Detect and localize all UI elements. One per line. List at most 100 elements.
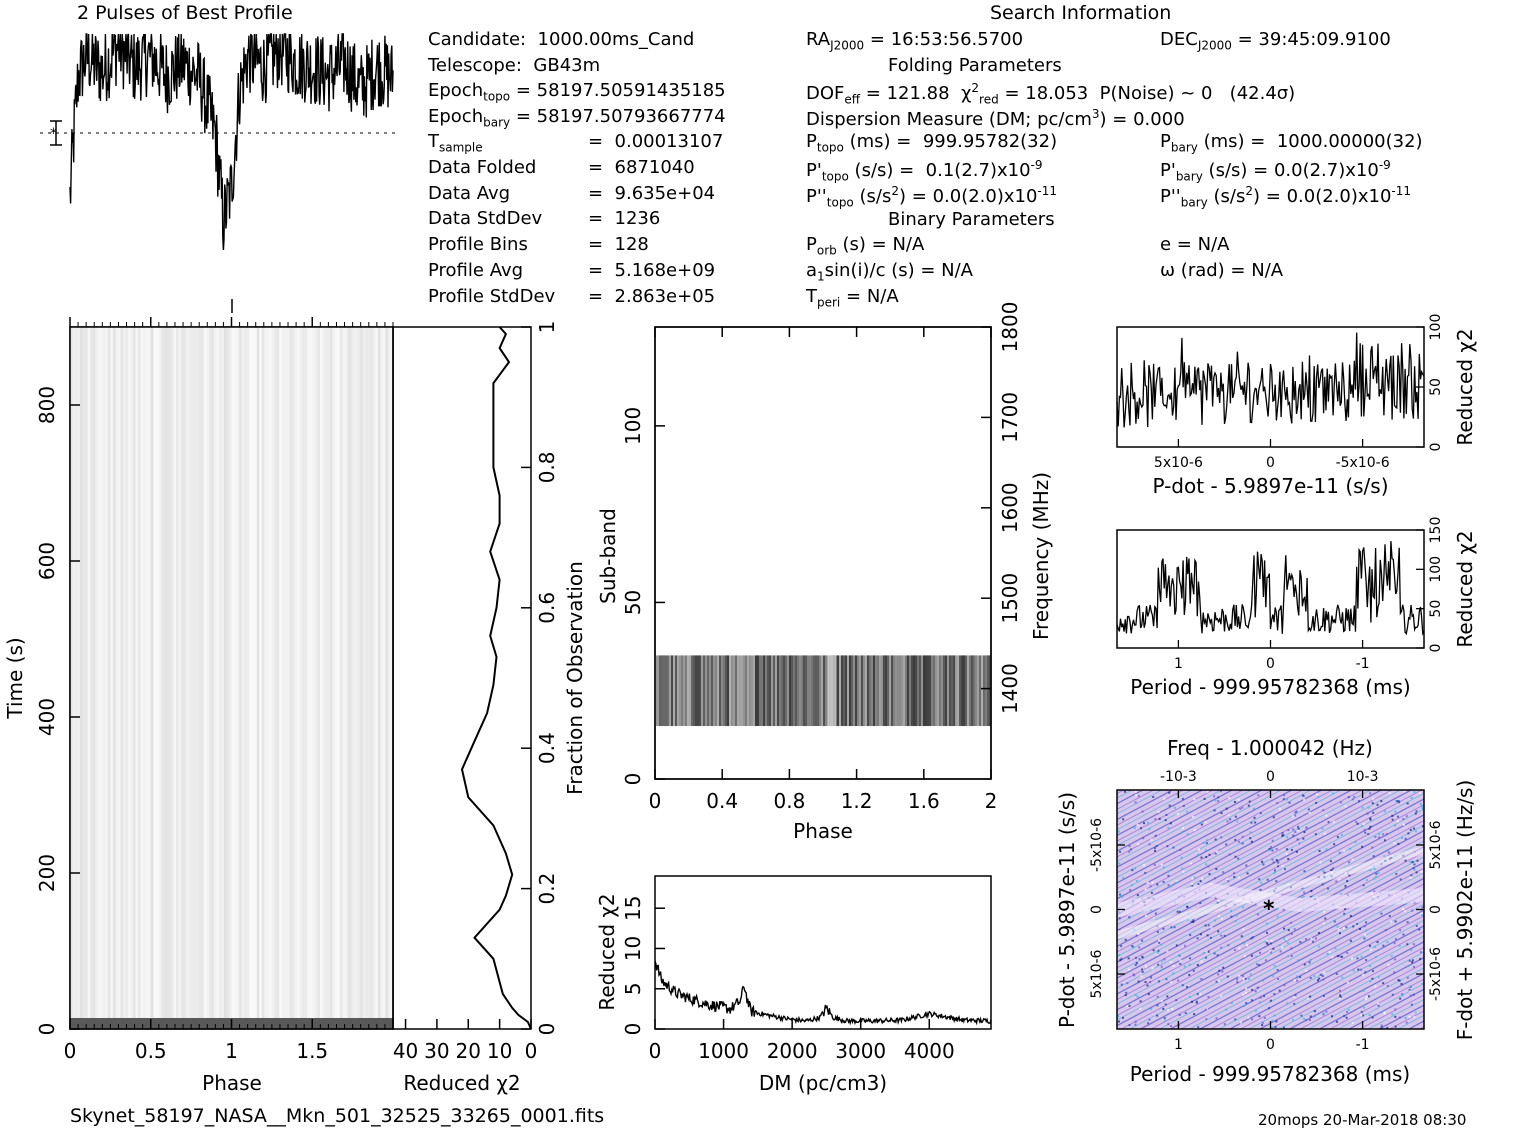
heatmap-speckle bbox=[1227, 880, 1230, 883]
heatmap-speckle bbox=[1150, 1007, 1153, 1010]
heatmap-speckle bbox=[1140, 975, 1143, 978]
heatmap-speckle bbox=[1118, 894, 1121, 897]
heatmap-speckle bbox=[1166, 950, 1169, 953]
chi2-frac-ylabel: Fraction of Observation bbox=[563, 561, 587, 795]
heatmap-speckle bbox=[1242, 993, 1245, 996]
info-data-folded: Data Folded bbox=[428, 157, 537, 178]
heatmap-speckle bbox=[1369, 948, 1372, 951]
heatmap-speckle bbox=[1380, 800, 1383, 803]
time-phase-column bbox=[208, 327, 212, 1018]
chi2-frac-ytick-label: 0.6 bbox=[535, 592, 559, 624]
period-chi2-line bbox=[1116, 540, 1425, 636]
heatmap-speckle bbox=[1188, 963, 1191, 966]
subband-column bbox=[751, 655, 754, 727]
heatmap-speckle bbox=[1141, 939, 1144, 942]
heatmap-speckle bbox=[1245, 987, 1248, 990]
heatmap-speckle bbox=[1288, 801, 1291, 804]
small-xtick-label: 0 bbox=[1266, 656, 1275, 672]
subband-column bbox=[889, 655, 892, 727]
heatmap-speckle bbox=[1296, 825, 1299, 828]
time-phase-column bbox=[87, 327, 91, 1018]
heatmap-speckle bbox=[1388, 914, 1391, 917]
heatmap-speckle bbox=[1384, 929, 1387, 932]
heatmap-speckle bbox=[1309, 896, 1312, 899]
heatmap-speckle bbox=[1134, 1020, 1137, 1023]
heatmap-speckle bbox=[1281, 864, 1284, 867]
subband-column bbox=[983, 655, 986, 727]
heatmap-speckle bbox=[1275, 907, 1278, 910]
heatmap-speckle bbox=[1120, 983, 1123, 986]
heatmap-speckle bbox=[1255, 955, 1258, 958]
heatmap-speckle bbox=[1233, 876, 1236, 879]
heatmap-speckle bbox=[1373, 868, 1376, 871]
heatmap-speckle bbox=[1217, 899, 1220, 902]
freq-ylabel: Frequency (MHz) bbox=[1029, 472, 1053, 640]
heatmap-speckle bbox=[1396, 800, 1399, 803]
heatmap-speckle bbox=[1143, 864, 1146, 867]
heatmap-speckle bbox=[1168, 791, 1171, 794]
heatmap-speckle bbox=[1345, 1016, 1348, 1019]
heatmap-speckle bbox=[1413, 863, 1416, 866]
heatmap-speckle bbox=[1373, 890, 1376, 893]
info-telescope: Telescope: GB43m bbox=[428, 55, 601, 76]
profile-line bbox=[69, 33, 394, 251]
heatmap-speckle bbox=[1201, 877, 1204, 880]
time-phase-column bbox=[82, 327, 86, 1018]
heatmap-speckle bbox=[1150, 838, 1153, 841]
time-phase-column bbox=[271, 327, 275, 1018]
time-phase-ytick-label: 400 bbox=[35, 698, 59, 736]
subband-column bbox=[717, 655, 720, 727]
ppd-xtick-label: 1 bbox=[1174, 1037, 1183, 1053]
heatmap-speckle bbox=[1226, 877, 1229, 880]
heatmap-speckle bbox=[1150, 909, 1153, 912]
heatmap-speckle bbox=[1346, 880, 1349, 883]
heatmap-speckle bbox=[1367, 806, 1370, 809]
subband-column bbox=[805, 655, 808, 727]
subband-column bbox=[975, 655, 978, 727]
info-epoch-bary: Epochbary = 58197.50793667774 bbox=[428, 106, 726, 130]
subband-ylabel: Sub-band bbox=[596, 508, 620, 604]
subband-column bbox=[865, 655, 868, 727]
time-phase-column bbox=[234, 327, 237, 1018]
heatmap-speckle bbox=[1140, 968, 1143, 971]
heatmap-speckle bbox=[1136, 879, 1139, 882]
footer-filename: Skynet_58197_NASA__Mkn_501_32525_33265_0… bbox=[70, 1105, 605, 1127]
heatmap-speckle bbox=[1172, 846, 1175, 849]
pdot-period-panel: * 1 0 -1 -10-3 0 10-3 -5x10-6 0 5x10-6 5x10-6 0 -5x… bbox=[1055, 736, 1477, 1086]
time-phase-column bbox=[304, 327, 308, 1018]
heatmap-speckle bbox=[1413, 850, 1416, 853]
time-phase-column bbox=[117, 327, 121, 1018]
heatmap-speckle bbox=[1304, 1019, 1307, 1022]
heatmap-speckle bbox=[1206, 950, 1209, 953]
binary-params-title: Binary Parameters bbox=[888, 209, 1055, 230]
heatmap-speckle bbox=[1418, 791, 1421, 794]
time-phase-column bbox=[319, 327, 323, 1018]
time-phase-column bbox=[170, 327, 174, 1018]
info-profile-stddev: Profile StdDev bbox=[428, 286, 556, 307]
heatmap-speckle bbox=[1120, 957, 1123, 960]
heatmap-speckle bbox=[1217, 973, 1220, 976]
pddot-bary-value: 0.0(2.0)x10 bbox=[1286, 186, 1392, 207]
heatmap-speckle bbox=[1375, 872, 1378, 875]
subband-column bbox=[935, 655, 938, 727]
heatmap-speckle bbox=[1307, 808, 1310, 811]
heatmap-speckle bbox=[1149, 885, 1152, 888]
subband-ytick-label: 100 bbox=[621, 407, 645, 445]
info-omega: ω (rad) = N/A bbox=[1160, 260, 1284, 281]
heatmap-speckle bbox=[1139, 1000, 1142, 1003]
pdot-period-image bbox=[1117, 790, 1424, 1029]
subband-column bbox=[947, 655, 950, 727]
porb-value: N/A bbox=[892, 234, 925, 255]
heatmap-speckle bbox=[1186, 833, 1189, 836]
heatmap-speckle bbox=[1202, 842, 1205, 845]
heatmap-speckle bbox=[1321, 883, 1324, 886]
heatmap-speckle bbox=[1355, 820, 1358, 823]
heatmap-speckle bbox=[1213, 809, 1216, 812]
heatmap-speckle bbox=[1163, 958, 1166, 961]
heatmap-speckle bbox=[1157, 810, 1160, 813]
heatmap-speckle bbox=[1175, 880, 1178, 883]
heatmap-speckle bbox=[1241, 974, 1244, 977]
time-phase-column bbox=[297, 327, 300, 1018]
heatmap-speckle bbox=[1362, 884, 1365, 887]
heatmap-speckle bbox=[1276, 968, 1279, 971]
